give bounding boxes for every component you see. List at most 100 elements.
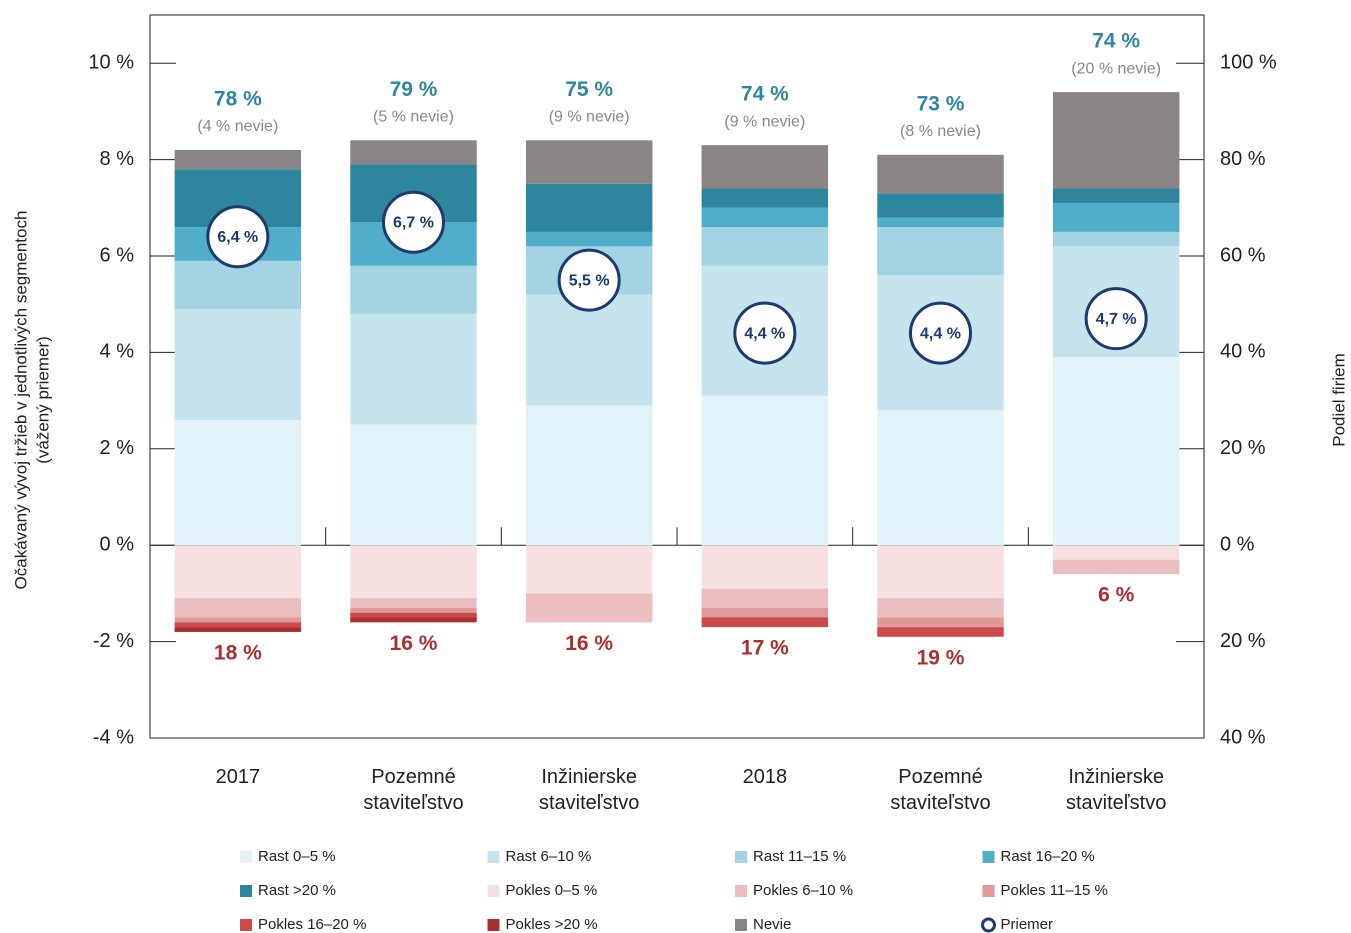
average-label: 6,4 %: [217, 229, 258, 246]
bar-segment: [701, 545, 829, 589]
bar-segment: [1052, 188, 1180, 203]
y-axis-title: (vážený priemer): [33, 336, 52, 464]
y2-tick-label: 100 %: [1220, 51, 1277, 73]
bar-segment: [1052, 231, 1180, 247]
y2-tick-label: 60 %: [1220, 244, 1266, 266]
bar-segment: [877, 617, 1004, 628]
growth-label: 74 %: [1092, 30, 1140, 53]
decline-label: 6 %: [1098, 584, 1135, 607]
bar-segment: [877, 545, 1004, 599]
y2-tick-label: 0 %: [1220, 533, 1255, 555]
legend-label: Rast 6–10 %: [506, 848, 592, 865]
average-label: 5,5 %: [569, 272, 610, 289]
legend-marker: [487, 885, 500, 897]
x-tick-label: Inžinierske staviteľstvo: [539, 766, 640, 814]
bar-segment: [525, 545, 653, 594]
bar-segment: [701, 145, 829, 189]
bar-segment: [877, 154, 1004, 194]
y-tick-label: 10 %: [88, 51, 134, 73]
legend-marker: [982, 851, 995, 863]
bar-segment: [525, 140, 653, 184]
bar-segment: [877, 598, 1004, 618]
bar-segment: [701, 617, 829, 628]
bar-segment: [350, 545, 477, 599]
bar-segment: [701, 395, 829, 546]
y2-tick-label: 20 %: [1220, 630, 1266, 652]
bar-segment: [174, 260, 302, 310]
bar-segment: [174, 598, 302, 618]
bar-segment: [1052, 92, 1180, 189]
bar-segment: [525, 294, 653, 406]
bar-segment: [525, 183, 653, 232]
bar-segment: [350, 424, 477, 546]
bar-segment: [174, 309, 302, 420]
bar-segment: [701, 207, 829, 228]
legend-marker: [240, 919, 252, 931]
legend-label: Nevie: [753, 916, 791, 933]
y-tick-label: 8 %: [100, 148, 135, 170]
x-tick-label: 2018: [742, 766, 788, 788]
nevie-label: (8 % nevie): [900, 123, 981, 140]
average-marker: [909, 301, 972, 365]
legend-label: Pokles 11–15 %: [1001, 882, 1108, 899]
bar-segment: [174, 149, 302, 170]
decline-label: 16 %: [390, 632, 438, 655]
legend-marker: [735, 885, 747, 897]
bar-segment: [174, 545, 302, 599]
decline-label: 17 %: [741, 637, 789, 660]
average-label: 6,7 %: [393, 214, 434, 231]
y2-axis-title: Podiel firiem: [1329, 353, 1348, 447]
growth-label: 73 %: [917, 92, 965, 115]
bar-segment: [1052, 545, 1180, 560]
nevie-label: (9 % nevie): [724, 113, 805, 130]
legend-marker: [487, 919, 500, 931]
average-marker: [1084, 287, 1148, 351]
bar-segment: [350, 612, 477, 618]
legend-label: Pokles >20 %: [506, 916, 598, 933]
nevie-label: (5 % nevie): [373, 109, 454, 126]
bar-segment: [1052, 559, 1180, 575]
y-tick-label: -4 %: [93, 726, 134, 748]
legend-label: Pokles 0–5 %: [506, 882, 598, 899]
legend-marker: [981, 917, 996, 933]
bar-segment: [174, 617, 302, 623]
legend-label: Priemer: [1001, 916, 1054, 933]
y2-tick-label: 40 %: [1220, 341, 1266, 363]
average-label: 4,4 %: [744, 325, 785, 342]
average-label: 4,7 %: [1096, 311, 1137, 328]
bar-segment: [1052, 202, 1180, 232]
y2-tick-label: 80 %: [1220, 148, 1266, 170]
bar-segment: [525, 231, 653, 247]
y-axis-title: Očakávaný vývoj tržieb v jednotlivých se…: [11, 211, 30, 590]
average-marker: [382, 190, 445, 254]
legend-label: Rast >20 %: [258, 882, 336, 899]
bar-segment: [350, 607, 477, 613]
legend-marker: [735, 919, 747, 931]
x-tick-label: Pozemné staviteľstvo: [890, 766, 991, 814]
growth-label: 74 %: [741, 83, 789, 106]
bar-segment: [174, 419, 302, 546]
legend-label: Rast 16–20 %: [1001, 848, 1095, 865]
growth-label: 78 %: [214, 88, 262, 111]
bar-segment: [701, 188, 829, 208]
legend-marker: [487, 851, 500, 863]
decline-label: 18 %: [214, 642, 262, 665]
nevie-label: (20 % nevie): [1071, 60, 1161, 77]
average-marker: [733, 301, 797, 365]
y-tick-label: -2 %: [93, 630, 134, 652]
bar-segment: [350, 313, 477, 425]
bar-segment: [174, 622, 302, 628]
plot-frame: [149, 14, 1205, 739]
y-tick-label: 4 %: [100, 341, 135, 363]
average-marker: [557, 248, 621, 312]
legend-marker: [735, 851, 747, 863]
bar-segment: [525, 593, 653, 623]
bar-segment: [877, 217, 1004, 228]
y-tick-label: 6 %: [100, 244, 135, 266]
bar-segment: [701, 588, 829, 608]
bar-segment: [877, 410, 1004, 546]
bar-segment: [877, 193, 1004, 218]
nevie-label: (9 % nevie): [549, 109, 630, 126]
